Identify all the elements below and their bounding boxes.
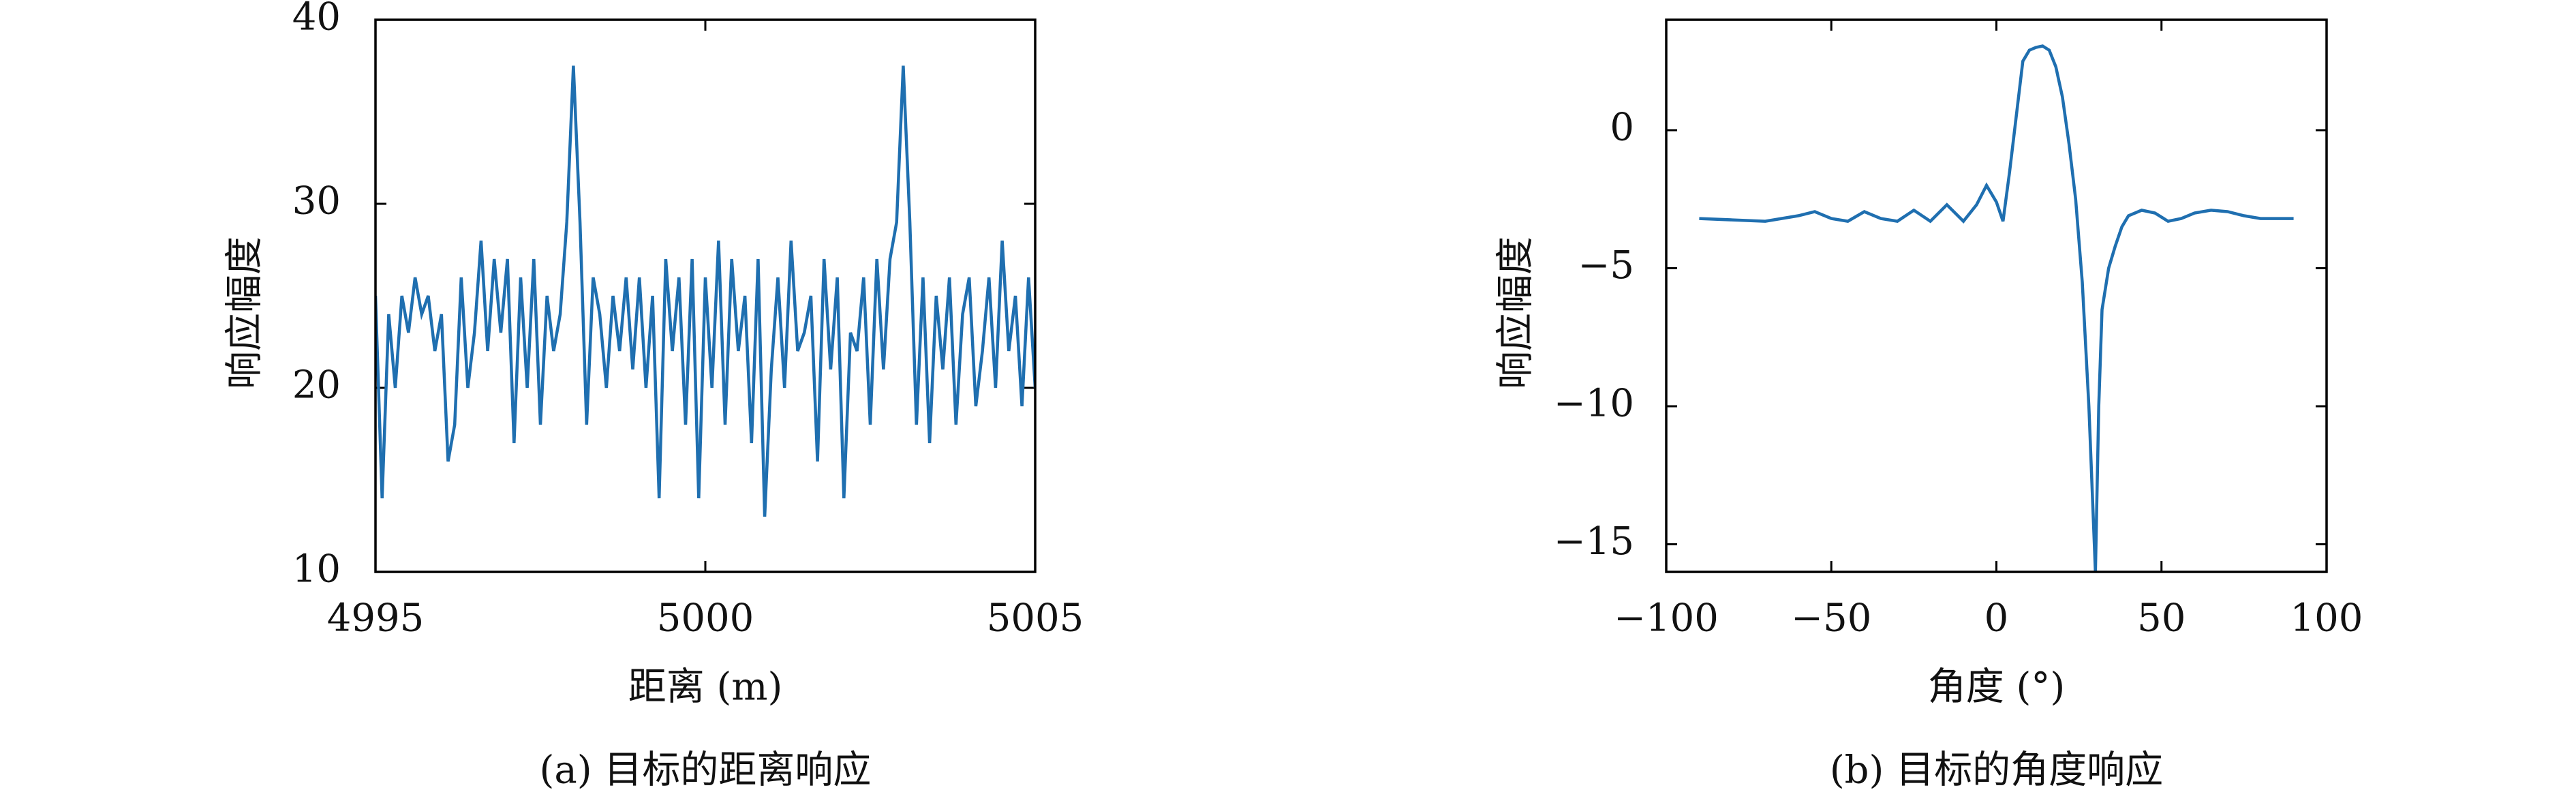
- x-tick-label: 4995: [327, 596, 425, 641]
- x-tick-label: −50: [1791, 596, 1871, 641]
- y-tick-label: 0: [1610, 106, 1634, 150]
- y-tick-label: −15: [1554, 519, 1634, 564]
- x-tick-label: 50: [2137, 596, 2186, 641]
- data-line: [1699, 44, 2294, 572]
- caption: (a) 目标的距离响应: [540, 748, 872, 793]
- data-line: [375, 65, 1035, 517]
- x-axis-label: 距离 (m): [628, 665, 783, 710]
- plot-frame: [1665, 18, 2328, 573]
- caption: (b) 目标的角度响应: [1830, 748, 2163, 793]
- plot-frame: [374, 18, 1037, 573]
- x-tick-label: 100: [2290, 596, 2363, 641]
- y-axis-label: 响应幅度: [223, 237, 267, 389]
- y-tick-label: 20: [292, 363, 341, 408]
- y-tick-label: −5: [1578, 243, 1634, 288]
- y-axis-label: 响应幅度: [1494, 237, 1538, 389]
- y-tick-label: 30: [292, 179, 341, 224]
- x-tick-label: 5000: [657, 596, 754, 641]
- y-tick-label: 10: [292, 547, 341, 592]
- x-tick-label: −100: [1614, 596, 1719, 641]
- x-axis-label: 角度 (°): [1928, 665, 2066, 710]
- x-tick-label: 0: [1984, 596, 2009, 641]
- y-tick-label: 40: [292, 0, 341, 40]
- x-tick-label: 5005: [987, 596, 1084, 641]
- y-tick-label: −10: [1554, 382, 1634, 426]
